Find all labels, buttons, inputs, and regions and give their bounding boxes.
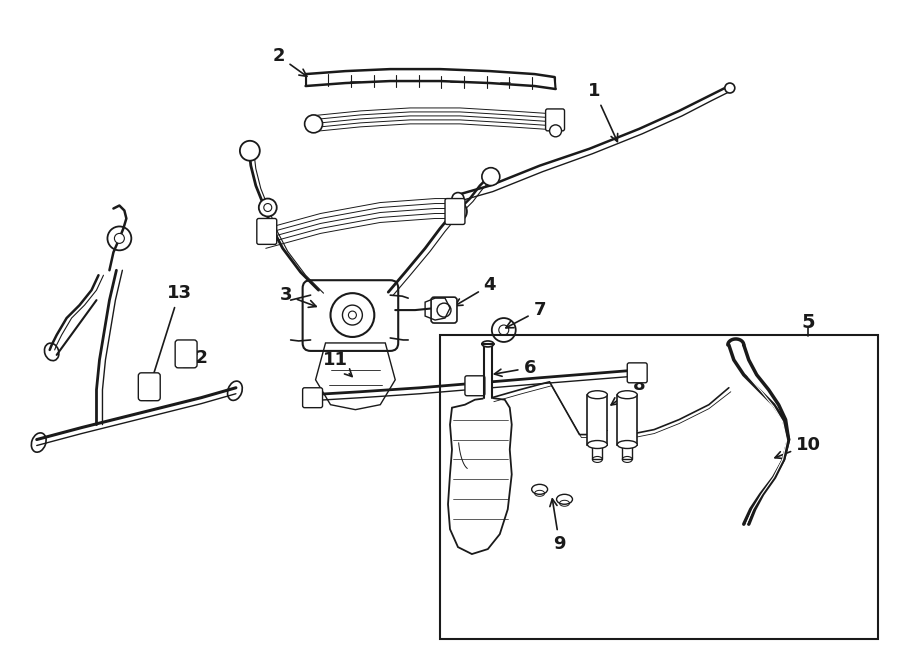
Text: 12: 12 bbox=[184, 349, 209, 367]
Circle shape bbox=[447, 202, 467, 221]
Ellipse shape bbox=[617, 440, 637, 449]
Circle shape bbox=[240, 141, 260, 161]
Circle shape bbox=[309, 394, 317, 402]
Ellipse shape bbox=[588, 391, 608, 399]
FancyBboxPatch shape bbox=[545, 109, 564, 131]
Text: 10: 10 bbox=[775, 436, 821, 459]
Text: 4: 4 bbox=[455, 276, 496, 306]
Bar bbox=[622, 444, 632, 459]
Circle shape bbox=[724, 83, 734, 93]
FancyBboxPatch shape bbox=[302, 388, 322, 408]
Text: 5: 5 bbox=[802, 313, 815, 332]
Text: 8: 8 bbox=[611, 375, 645, 405]
Circle shape bbox=[114, 233, 124, 243]
Circle shape bbox=[348, 311, 356, 319]
Circle shape bbox=[437, 303, 451, 317]
Text: 11: 11 bbox=[323, 351, 352, 377]
Text: 6: 6 bbox=[494, 359, 536, 377]
Text: 3: 3 bbox=[279, 286, 316, 307]
Circle shape bbox=[450, 206, 460, 217]
Bar bbox=[440, 335, 878, 639]
Text: 13: 13 bbox=[149, 284, 192, 383]
Bar bbox=[617, 395, 637, 444]
Ellipse shape bbox=[482, 341, 494, 347]
Circle shape bbox=[550, 125, 562, 137]
Circle shape bbox=[634, 369, 641, 377]
Circle shape bbox=[452, 206, 462, 217]
FancyBboxPatch shape bbox=[627, 363, 647, 383]
Circle shape bbox=[452, 192, 464, 204]
Circle shape bbox=[304, 115, 322, 133]
Text: 1: 1 bbox=[588, 82, 617, 141]
FancyBboxPatch shape bbox=[302, 280, 398, 351]
Bar bbox=[588, 395, 608, 444]
FancyBboxPatch shape bbox=[176, 340, 197, 368]
FancyBboxPatch shape bbox=[445, 198, 465, 225]
FancyBboxPatch shape bbox=[139, 373, 160, 401]
FancyBboxPatch shape bbox=[256, 219, 276, 245]
Circle shape bbox=[264, 204, 272, 212]
Ellipse shape bbox=[588, 440, 608, 449]
FancyBboxPatch shape bbox=[431, 297, 457, 323]
Circle shape bbox=[482, 168, 500, 186]
Text: 2: 2 bbox=[273, 47, 307, 77]
Bar bbox=[592, 444, 602, 459]
Text: 7: 7 bbox=[506, 301, 546, 328]
Circle shape bbox=[471, 382, 479, 390]
Circle shape bbox=[259, 198, 276, 217]
Circle shape bbox=[262, 227, 272, 237]
FancyBboxPatch shape bbox=[465, 376, 485, 396]
Ellipse shape bbox=[617, 391, 637, 399]
Text: 9: 9 bbox=[550, 499, 566, 553]
